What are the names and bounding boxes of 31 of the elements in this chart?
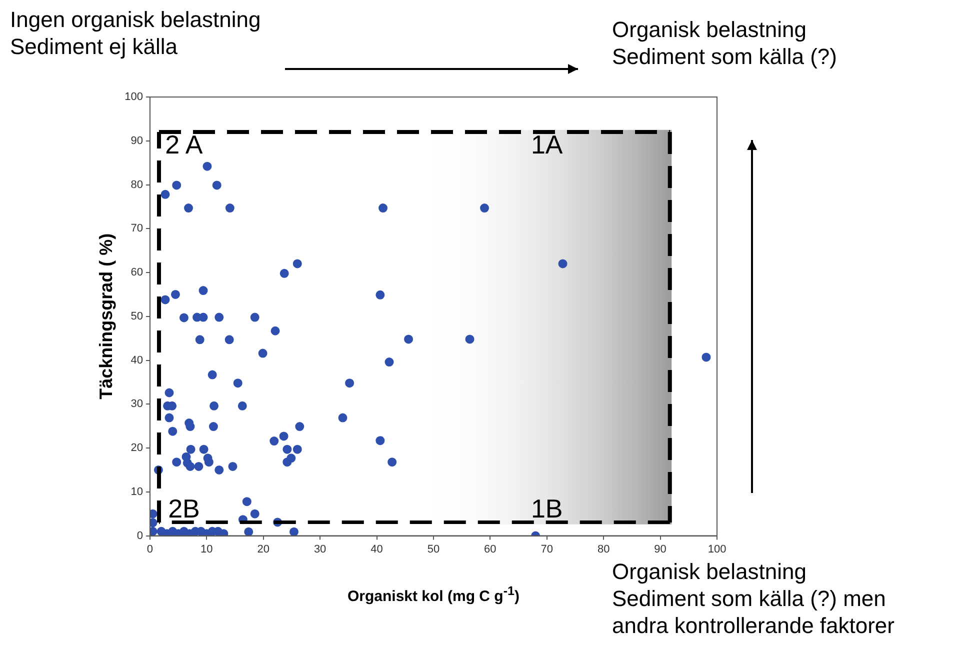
x-tick-label: 20 — [257, 543, 270, 556]
x-tick-label: 0 — [146, 543, 154, 556]
text: Ingen organisk belastning Sediment ej källa — [10, 6, 261, 60]
annotation: 1A — [530, 130, 563, 161]
y-tick-label: 30 — [130, 398, 143, 410]
y-tick-label: 10 — [130, 486, 143, 498]
y-tick-label: 60 — [130, 266, 143, 279]
x-tick-label: 10 — [200, 543, 213, 556]
x-tick-label: 50 — [427, 543, 440, 556]
x-tick-label: 70 — [540, 543, 554, 556]
annotation: 2B — [168, 494, 200, 525]
y-tick-label: 20 — [130, 442, 143, 454]
y-tick-label: 100 — [124, 91, 143, 104]
y-tick-label: 70 — [130, 222, 143, 235]
y-axis-title: Täckningsgrad ( %) — [96, 233, 116, 400]
y-tick-label: 40 — [130, 354, 143, 366]
y-tick-label: 90 — [130, 134, 143, 147]
x-tick-label: 100 — [708, 543, 726, 556]
y-tick-label: 50 — [130, 310, 143, 322]
x-tick-label: 80 — [597, 543, 610, 556]
y-tick-label: 80 — [130, 178, 143, 191]
y-tick-label: 0 — [136, 530, 143, 542]
annotation: 1B — [530, 494, 563, 525]
x-tick-label: 90 — [654, 543, 666, 556]
x-tick-label: 30 — [314, 543, 326, 556]
x-axis-title: Organiskt kol (mg C g$^{-1}$) — [347, 584, 520, 605]
x-tick-label: 40 — [370, 543, 383, 556]
annotation: 2 A — [165, 130, 203, 161]
x-tick-label: 60 — [484, 543, 496, 556]
text: Organisk belastning Sediment som källa (?) men andra kontrollerande faktorer — [612, 558, 894, 639]
text: Organisk belastning Sediment som källa (?) — [612, 16, 837, 70]
